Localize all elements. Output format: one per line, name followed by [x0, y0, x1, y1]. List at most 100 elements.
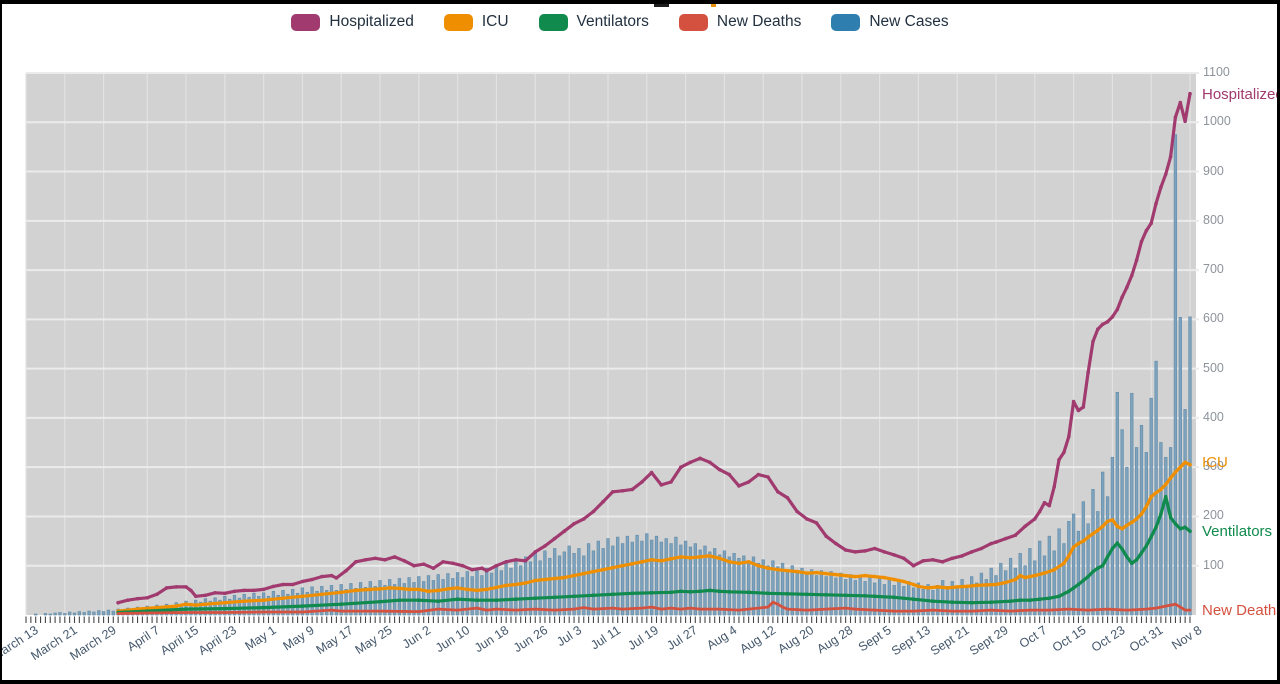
- y-axis-tick-label: 1000: [1203, 114, 1231, 129]
- new-cases-bar: [941, 580, 945, 616]
- new-cases-bar: [1120, 429, 1124, 616]
- data-point: [1154, 201, 1158, 206]
- data-point: [785, 592, 790, 596]
- data-point: [911, 597, 916, 601]
- new-cases-bar: [635, 534, 639, 616]
- data-point: [1164, 482, 1168, 487]
- data-point: [1154, 525, 1158, 530]
- new-cases-bar: [1101, 471, 1105, 616]
- new-cases-bar: [344, 589, 348, 616]
- data-point: [494, 598, 499, 602]
- data-point: [688, 460, 693, 465]
- new-cases-bar: [625, 535, 630, 616]
- new-cases-bar: [553, 548, 557, 616]
- data-point: [451, 561, 455, 566]
- data-point: [562, 575, 567, 580]
- data-point: [611, 490, 615, 494]
- legend-item-ventilators[interactable]: Ventilators: [538, 13, 649, 31]
- new-cases-swatch-icon: [831, 13, 861, 31]
- data-point: [242, 599, 246, 603]
- legend-item-hospitalized[interactable]: Hospitalized: [291, 13, 414, 31]
- data-point: [601, 567, 605, 572]
- data-point: [397, 598, 402, 602]
- legend-item-icu[interactable]: ICU: [443, 13, 509, 31]
- data-point: [931, 608, 935, 612]
- data-point: [1042, 571, 1047, 575]
- data-point: [1009, 609, 1012, 613]
- data-point: [1076, 408, 1081, 413]
- hospitalized-series-label: Hospitalized: [1202, 86, 1280, 104]
- data-point: [620, 489, 625, 493]
- data-point: [1096, 327, 1100, 332]
- data-point: [931, 558, 935, 562]
- y-axis-tick-label: 400: [1203, 409, 1224, 424]
- data-point: [882, 575, 887, 580]
- data-point: [1037, 597, 1042, 601]
- new-cases-bar: [1013, 567, 1018, 616]
- legend-item-new-cases[interactable]: New Cases: [831, 13, 949, 31]
- data-point: [698, 555, 702, 559]
- new-cases-bar: [654, 535, 659, 616]
- data-point: [902, 579, 906, 584]
- data-point: [916, 584, 921, 589]
- data-point: [688, 556, 693, 560]
- data-point: [388, 586, 392, 590]
- data-point: [1062, 450, 1066, 455]
- new-cases-bar: [451, 578, 455, 616]
- data-point: [1105, 555, 1110, 559]
- data-point: [795, 569, 799, 574]
- data-point: [698, 607, 702, 611]
- new-cases-bar: [960, 579, 964, 616]
- new-cases-bar: [1134, 447, 1139, 616]
- new-cases-bar: [436, 574, 440, 616]
- new-cases-bar: [1004, 570, 1008, 616]
- data-point: [552, 576, 557, 581]
- data-point: [970, 609, 973, 613]
- new-cases-bar: [892, 585, 896, 616]
- data-point: [650, 605, 653, 609]
- new-cases-bar: [664, 538, 668, 616]
- data-point: [621, 607, 624, 611]
- new-cases-bar: [698, 549, 702, 616]
- frame-border-top: [0, 0, 1280, 4]
- data-point: [863, 573, 867, 578]
- new-cases-bar: [247, 596, 251, 616]
- data-point: [727, 560, 732, 564]
- data-point: [1145, 607, 1148, 611]
- data-point: [300, 604, 305, 608]
- data-point: [320, 574, 324, 579]
- new-cases-bar: [213, 597, 217, 616]
- data-point: [480, 566, 484, 570]
- data-point: [1071, 545, 1076, 549]
- new-cases-bar: [203, 598, 208, 616]
- new-cases-bar: [1173, 134, 1178, 616]
- data-point: [776, 490, 780, 494]
- data-point: [727, 590, 732, 594]
- data-point: [640, 606, 644, 610]
- new-cases-bar: [68, 611, 72, 616]
- data-point: [1091, 339, 1095, 344]
- new-cases-bar: [334, 590, 339, 616]
- data-point: [436, 599, 441, 603]
- new-cases-bar: [329, 585, 334, 616]
- new-cases-bar: [519, 565, 523, 616]
- legend-item-new-deaths[interactable]: New Deaths: [678, 13, 801, 31]
- data-point: [727, 472, 732, 477]
- data-point: [1057, 458, 1061, 462]
- new-cases-bar: [572, 553, 576, 616]
- data-point: [1071, 399, 1076, 404]
- ventilators-swatch-icon: [538, 13, 568, 31]
- data-point: [1125, 555, 1129, 559]
- data-point: [1134, 558, 1139, 562]
- new-cases-bar: [315, 590, 319, 616]
- icu-swatch-icon: [443, 13, 473, 31]
- data-point: [523, 559, 528, 563]
- data-point: [572, 522, 576, 526]
- new-cases-bar: [683, 540, 688, 616]
- data-point: [1130, 520, 1134, 525]
- data-point: [135, 596, 140, 601]
- data-point: [495, 607, 498, 611]
- new-cases-bar: [300, 587, 305, 616]
- data-point: [310, 577, 314, 582]
